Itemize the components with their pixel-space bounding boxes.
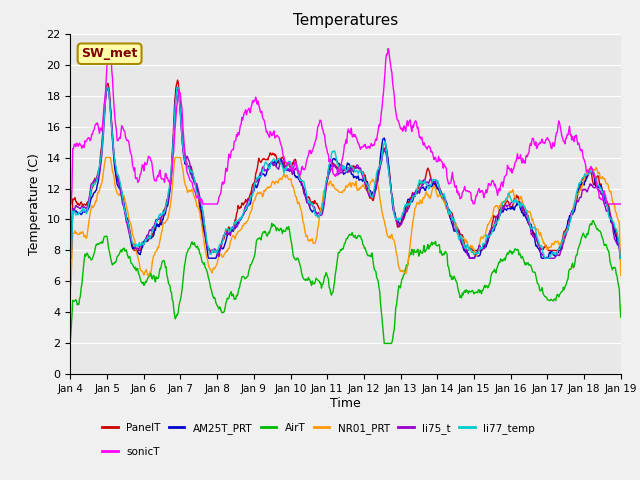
li75_t <box>134 245 141 251</box>
NR01_PRT <box>102 155 109 160</box>
PanelT <box>173 77 181 83</box>
sonicT <box>134 180 141 185</box>
AM25T_PRT <box>103 85 111 91</box>
NR01_PRT <box>413 200 421 205</box>
AirT <box>617 314 625 320</box>
PanelT <box>67 248 74 253</box>
li75_t <box>67 255 74 261</box>
li75_t <box>219 237 227 243</box>
li75_t <box>429 178 437 184</box>
PanelT <box>429 180 437 186</box>
AM25T_PRT <box>77 211 84 216</box>
PanelT <box>617 248 625 253</box>
li77_temp <box>219 238 227 244</box>
sonicT <box>190 186 198 192</box>
AirT <box>189 241 196 247</box>
AM25T_PRT <box>617 255 625 261</box>
PanelT <box>219 236 227 241</box>
NR01_PRT <box>134 253 141 259</box>
sonicT <box>105 45 113 50</box>
li77_temp <box>67 255 74 261</box>
AM25T_PRT <box>413 189 421 195</box>
Line: AirT: AirT <box>70 221 621 343</box>
AM25T_PRT <box>429 180 437 186</box>
X-axis label: Time: Time <box>330 397 361 410</box>
NR01_PRT <box>77 229 84 235</box>
li75_t <box>617 255 625 261</box>
sonicT <box>67 201 74 207</box>
Text: SW_met: SW_met <box>81 47 138 60</box>
sonicT <box>219 179 227 185</box>
li77_temp <box>413 188 421 193</box>
li77_temp <box>102 85 110 91</box>
Legend: sonicT: sonicT <box>98 443 164 461</box>
PanelT <box>133 248 141 253</box>
NR01_PRT <box>617 273 625 278</box>
PanelT <box>413 187 421 193</box>
li75_t <box>413 191 421 197</box>
AirT <box>133 266 141 272</box>
AM25T_PRT <box>190 177 198 182</box>
sonicT <box>413 125 421 131</box>
AirT <box>589 218 597 224</box>
li77_temp <box>429 177 437 182</box>
AM25T_PRT <box>134 249 141 254</box>
Line: sonicT: sonicT <box>70 48 621 204</box>
li75_t <box>77 206 84 212</box>
li77_temp <box>190 173 198 179</box>
AM25T_PRT <box>67 255 74 261</box>
AirT <box>67 337 74 343</box>
Line: li75_t: li75_t <box>70 88 621 258</box>
li75_t <box>190 178 198 184</box>
AirT <box>380 340 388 346</box>
Line: NR01_PRT: NR01_PRT <box>70 157 621 289</box>
Line: li77_temp: li77_temp <box>70 88 621 258</box>
PanelT <box>77 200 84 206</box>
Line: AM25T_PRT: AM25T_PRT <box>70 88 621 258</box>
AM25T_PRT <box>219 246 227 252</box>
sonicT <box>429 154 437 159</box>
li77_temp <box>77 209 84 215</box>
NR01_PRT <box>219 254 227 260</box>
li77_temp <box>134 244 141 250</box>
sonicT <box>77 142 84 148</box>
Title: Temperatures: Temperatures <box>293 13 398 28</box>
AirT <box>218 310 226 316</box>
NR01_PRT <box>429 184 437 190</box>
li75_t <box>103 85 111 91</box>
AirT <box>77 294 84 300</box>
NR01_PRT <box>190 192 198 198</box>
Y-axis label: Temperature (C): Temperature (C) <box>28 153 41 255</box>
PanelT <box>190 175 198 181</box>
NR01_PRT <box>67 286 74 292</box>
li77_temp <box>617 255 625 261</box>
sonicT <box>617 201 625 207</box>
AirT <box>429 240 437 246</box>
Line: PanelT: PanelT <box>70 80 621 251</box>
AirT <box>413 247 421 253</box>
